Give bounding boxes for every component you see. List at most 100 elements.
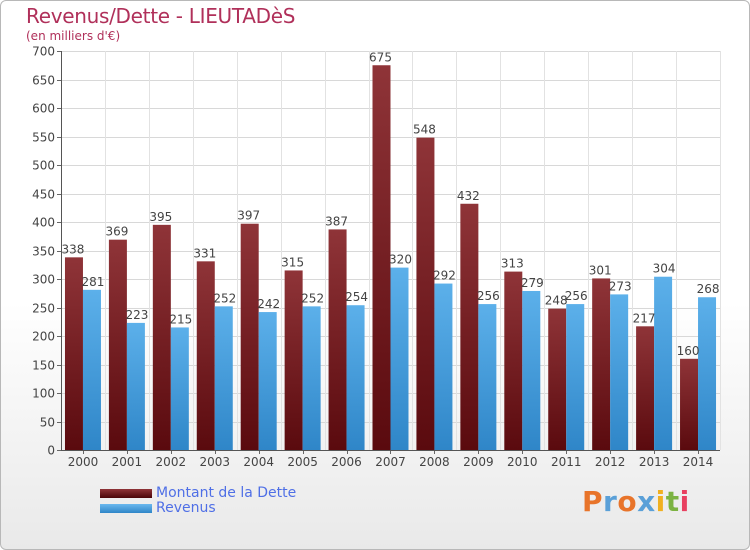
bar-revenus: [126, 322, 145, 450]
y-tick-label: 350: [32, 245, 55, 259]
data-label-debt: 369: [105, 225, 128, 239]
bar-revenus: [82, 289, 101, 450]
data-label-revenus: 252: [213, 291, 236, 305]
logo-letter: P: [582, 485, 604, 518]
bar-debt: [240, 223, 259, 450]
data-label-debt: 160: [677, 344, 700, 358]
data-label-debt: 675: [369, 50, 392, 64]
data-label-debt: 217: [633, 311, 656, 325]
logo-letter: o: [617, 485, 638, 518]
x-tick-label: 2012: [595, 455, 626, 469]
y-tick-label: 50: [40, 416, 55, 430]
bar-revenus: [478, 304, 497, 450]
bar-revenus: [610, 294, 629, 450]
data-label-debt: 548: [413, 123, 436, 137]
y-tick-label: 450: [32, 188, 55, 202]
data-label-revenus: 268: [697, 282, 720, 296]
bar-revenus: [434, 283, 453, 450]
logo-letter: i: [679, 485, 690, 518]
data-label-debt: 301: [589, 263, 612, 277]
bar-revenus: [698, 297, 717, 450]
bar-revenus: [302, 306, 321, 450]
legend-label-debt: Montant de la Dette: [156, 485, 297, 501]
y-tick-label: 400: [32, 216, 55, 230]
x-tick-label: 2008: [419, 455, 450, 469]
data-label-debt: 395: [149, 210, 172, 224]
y-tick-label: 250: [32, 302, 55, 316]
x-tick-label: 2003: [199, 455, 230, 469]
data-labels: 338 281 369 223 395 215 331 252 397 242 315 252 387 2…: [62, 50, 720, 358]
logo-letter: x: [637, 485, 656, 518]
bar-revenus: [566, 304, 585, 450]
data-label-debt: 248: [545, 294, 568, 308]
bar-revenus: [214, 306, 233, 450]
bar-debt: [372, 65, 391, 450]
bar-debt: [548, 308, 567, 450]
legend-item-revenus: Revenus: [100, 501, 296, 516]
x-tick-label: 2011: [551, 455, 582, 469]
data-label-debt: 432: [457, 189, 480, 203]
bar-debt: [284, 270, 303, 450]
data-label-revenus: 281: [82, 275, 105, 289]
y-tick-label: 100: [32, 387, 55, 401]
bar-revenus: [258, 312, 277, 450]
data-label-revenus: 256: [477, 289, 500, 303]
legend-item-debt: Montant de la Dette: [100, 486, 296, 501]
data-label-debt: 313: [501, 257, 524, 271]
y-tick-label: 0: [47, 444, 55, 458]
logo-letter: t: [665, 485, 680, 518]
x-tick-label: 2004: [243, 455, 274, 469]
chart-subtitle: (en milliers d'€): [26, 29, 121, 43]
data-label-debt: 387: [325, 214, 348, 228]
bar-debt: [152, 224, 171, 450]
data-label-revenus: 252: [301, 291, 324, 305]
y-tick-label: 600: [32, 102, 55, 116]
x-tick-label: 2014: [683, 455, 714, 469]
data-label-debt: 397: [237, 209, 260, 223]
x-tick-label: 2005: [287, 455, 318, 469]
bars: [64, 65, 717, 450]
bar-debt: [328, 229, 347, 450]
legend-label-revenus: Revenus: [156, 500, 216, 516]
x-tick-label: 2013: [639, 455, 670, 469]
legend: Montant de la Dette Revenus: [100, 486, 296, 516]
bar-debt: [416, 137, 435, 450]
bar-revenus: [390, 267, 409, 450]
logo-letter: i: [655, 485, 666, 518]
data-label-revenus: 215: [169, 312, 192, 326]
logo-letter: r: [603, 485, 618, 518]
x-tick-label: 2001: [112, 455, 143, 469]
bar-revenus: [522, 290, 541, 450]
y-tick-label: 300: [32, 273, 55, 287]
data-label-revenus: 292: [433, 269, 456, 283]
y-tick-label: 700: [32, 45, 55, 59]
bar-revenus: [654, 276, 673, 450]
legend-swatch-revenus: [100, 504, 152, 513]
data-label-debt: 338: [62, 242, 85, 256]
bar-debt: [680, 358, 699, 450]
bar-debt: [64, 257, 83, 450]
proxiti-logo: Proxiti: [582, 485, 690, 518]
data-label-revenus: 273: [609, 279, 632, 293]
legend-swatch-debt: [100, 489, 152, 498]
x-tick-label: 2006: [331, 455, 362, 469]
data-label-debt: 331: [193, 246, 216, 260]
bar-revenus: [170, 327, 189, 450]
x-tick-label: 2000: [68, 455, 99, 469]
data-label-revenus: 304: [653, 262, 676, 276]
data-label-revenus: 279: [521, 276, 544, 290]
data-label-debt: 315: [281, 255, 304, 269]
x-tick-label: 2010: [507, 455, 538, 469]
y-tick-label: 550: [32, 131, 55, 145]
y-tick-label: 500: [32, 159, 55, 173]
bar-debt: [460, 203, 479, 450]
bar-debt: [504, 271, 523, 450]
x-tick-label: 2007: [375, 455, 406, 469]
data-label-revenus: 320: [389, 253, 412, 267]
y-tick-label: 150: [32, 359, 55, 373]
data-label-revenus: 254: [345, 290, 368, 304]
axes: 0 50 100 150 200 250 300 350 400 450 500 550 600 650 7…: [32, 45, 720, 469]
data-label-revenus: 242: [257, 297, 280, 311]
bar-debt: [592, 278, 611, 450]
